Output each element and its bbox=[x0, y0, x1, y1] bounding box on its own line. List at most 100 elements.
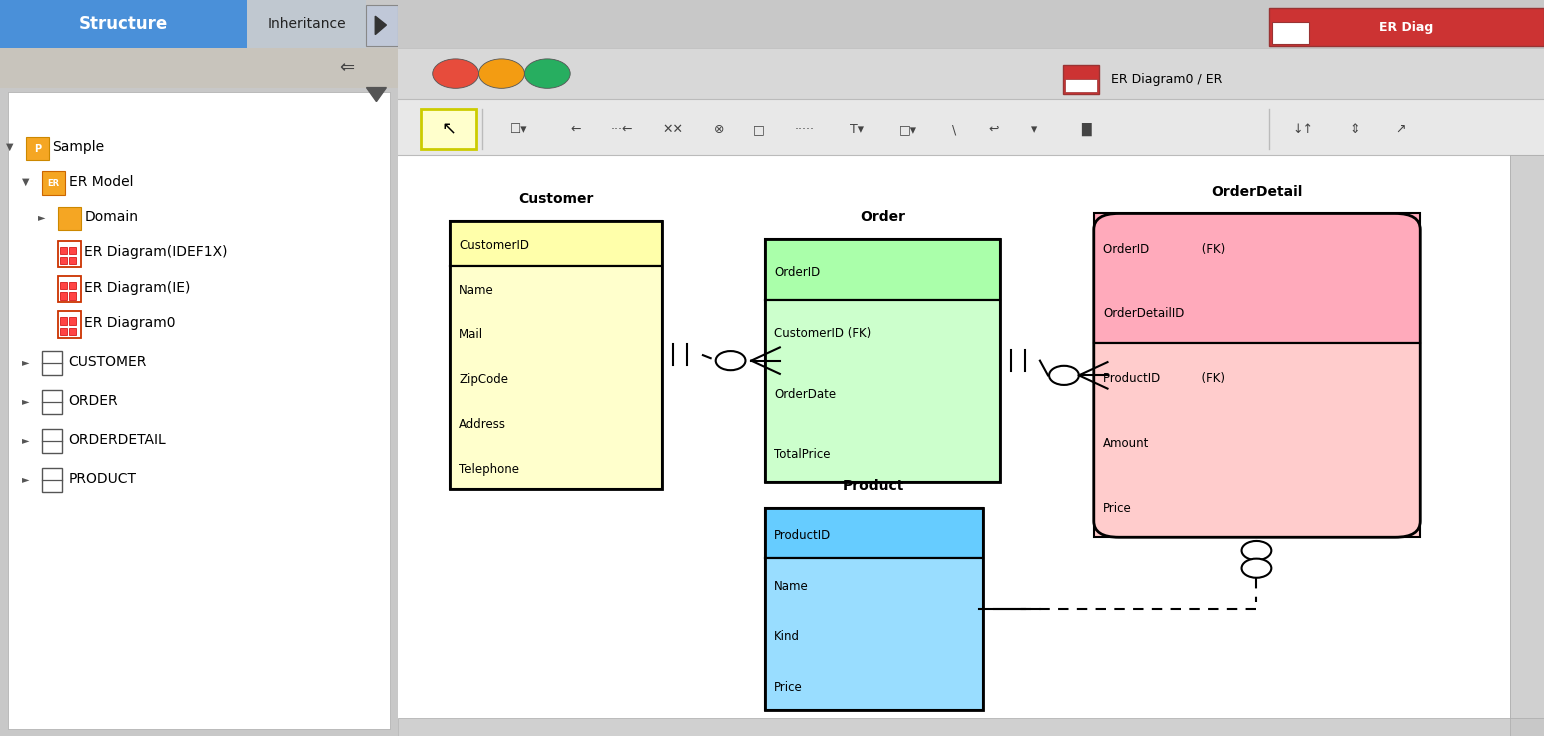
Text: ER Diagram(IDEF1X): ER Diagram(IDEF1X) bbox=[85, 245, 229, 260]
FancyBboxPatch shape bbox=[69, 282, 77, 289]
Text: OrderDate: OrderDate bbox=[774, 388, 837, 400]
FancyBboxPatch shape bbox=[60, 257, 66, 264]
FancyBboxPatch shape bbox=[69, 247, 77, 254]
Text: Sample: Sample bbox=[52, 140, 105, 155]
Circle shape bbox=[1241, 559, 1271, 578]
FancyBboxPatch shape bbox=[60, 282, 66, 289]
Text: ProductID: ProductID bbox=[774, 529, 831, 542]
Text: Order: Order bbox=[860, 210, 905, 224]
FancyBboxPatch shape bbox=[42, 171, 65, 195]
Circle shape bbox=[1241, 541, 1271, 560]
Text: ER Diag: ER Diag bbox=[1379, 21, 1434, 34]
Text: Address: Address bbox=[459, 418, 506, 431]
FancyBboxPatch shape bbox=[8, 92, 391, 729]
Text: ER: ER bbox=[48, 179, 59, 188]
FancyBboxPatch shape bbox=[247, 0, 366, 48]
FancyBboxPatch shape bbox=[60, 328, 66, 335]
Text: ▾: ▾ bbox=[1031, 123, 1038, 136]
Text: ER Diagram0: ER Diagram0 bbox=[85, 316, 176, 330]
Text: OrderID              (FK): OrderID (FK) bbox=[1102, 243, 1226, 255]
Text: ER Diagram(IE): ER Diagram(IE) bbox=[85, 280, 191, 295]
Text: TotalPrice: TotalPrice bbox=[774, 448, 831, 461]
FancyBboxPatch shape bbox=[69, 292, 77, 300]
FancyBboxPatch shape bbox=[398, 718, 1510, 736]
Text: Domain: Domain bbox=[85, 210, 139, 224]
Circle shape bbox=[1048, 366, 1079, 385]
FancyBboxPatch shape bbox=[57, 241, 80, 267]
Text: ProductID           (FK): ProductID (FK) bbox=[1102, 372, 1224, 385]
Text: PRODUCT: PRODUCT bbox=[68, 472, 136, 486]
Text: ↩: ↩ bbox=[988, 123, 999, 136]
FancyBboxPatch shape bbox=[398, 48, 1544, 99]
Text: Name: Name bbox=[459, 283, 494, 297]
Text: ER Model: ER Model bbox=[68, 174, 133, 189]
Text: OrderDetail: OrderDetail bbox=[1212, 185, 1303, 199]
Text: OrderID: OrderID bbox=[774, 266, 820, 279]
Text: Inheritance: Inheritance bbox=[267, 16, 346, 31]
Text: □: □ bbox=[753, 123, 766, 136]
FancyBboxPatch shape bbox=[57, 207, 80, 230]
Text: ►: ► bbox=[22, 474, 29, 484]
Text: CustomerID: CustomerID bbox=[459, 239, 530, 252]
Text: \: \ bbox=[951, 123, 956, 136]
FancyBboxPatch shape bbox=[57, 276, 80, 302]
Text: Customer: Customer bbox=[519, 192, 593, 206]
FancyBboxPatch shape bbox=[0, 48, 398, 88]
FancyBboxPatch shape bbox=[764, 239, 1001, 300]
Text: ORDERDETAIL: ORDERDETAIL bbox=[68, 433, 167, 447]
FancyBboxPatch shape bbox=[1510, 155, 1544, 718]
FancyBboxPatch shape bbox=[69, 328, 77, 335]
Text: Structure: Structure bbox=[79, 15, 168, 32]
FancyBboxPatch shape bbox=[398, 155, 1510, 736]
FancyBboxPatch shape bbox=[1093, 213, 1420, 343]
FancyBboxPatch shape bbox=[449, 221, 662, 266]
Text: ►: ► bbox=[39, 212, 45, 222]
FancyBboxPatch shape bbox=[60, 247, 66, 254]
Polygon shape bbox=[366, 88, 386, 102]
Text: ⇕: ⇕ bbox=[1349, 123, 1360, 136]
Polygon shape bbox=[375, 16, 386, 35]
FancyBboxPatch shape bbox=[69, 257, 77, 264]
FancyBboxPatch shape bbox=[764, 508, 982, 559]
FancyBboxPatch shape bbox=[1065, 79, 1098, 92]
Text: OrderDetailID: OrderDetailID bbox=[1102, 308, 1184, 320]
Circle shape bbox=[525, 59, 570, 88]
Text: Product: Product bbox=[843, 479, 905, 493]
FancyBboxPatch shape bbox=[57, 311, 80, 338]
Text: CustomerID (FK): CustomerID (FK) bbox=[774, 327, 871, 340]
FancyBboxPatch shape bbox=[60, 292, 66, 300]
Text: Telephone: Telephone bbox=[459, 463, 519, 475]
FancyBboxPatch shape bbox=[69, 317, 77, 325]
Text: ···←: ···← bbox=[610, 123, 633, 136]
Text: ▼: ▼ bbox=[22, 177, 29, 187]
Text: ►: ► bbox=[22, 396, 29, 406]
Text: CUSTOMER: CUSTOMER bbox=[68, 355, 147, 369]
Text: ▼: ▼ bbox=[6, 142, 14, 152]
Circle shape bbox=[432, 59, 479, 88]
FancyBboxPatch shape bbox=[0, 0, 247, 48]
FancyBboxPatch shape bbox=[366, 5, 398, 46]
Text: ►: ► bbox=[22, 357, 29, 367]
Text: Mail: Mail bbox=[459, 328, 483, 342]
Text: █: █ bbox=[1081, 123, 1090, 136]
Text: ZipCode: ZipCode bbox=[459, 373, 508, 386]
Text: Amount: Amount bbox=[1102, 437, 1149, 450]
Text: ►: ► bbox=[22, 435, 29, 445]
Text: ER Diagram0 / ER: ER Diagram0 / ER bbox=[1112, 73, 1223, 86]
FancyBboxPatch shape bbox=[398, 0, 1544, 48]
Text: ·····: ····· bbox=[795, 123, 815, 136]
FancyBboxPatch shape bbox=[42, 351, 62, 375]
Circle shape bbox=[479, 59, 525, 88]
Bar bbox=[764, 239, 1001, 482]
Text: Price: Price bbox=[1102, 502, 1132, 514]
Text: T▾: T▾ bbox=[849, 123, 863, 136]
Text: ↓↑: ↓↑ bbox=[1292, 123, 1314, 136]
FancyBboxPatch shape bbox=[60, 317, 66, 325]
Text: P: P bbox=[34, 144, 42, 154]
Text: ✕✕: ✕✕ bbox=[662, 123, 684, 136]
Text: ↖: ↖ bbox=[442, 121, 457, 138]
FancyBboxPatch shape bbox=[398, 99, 1544, 155]
FancyBboxPatch shape bbox=[449, 266, 662, 489]
FancyBboxPatch shape bbox=[42, 429, 62, 453]
Circle shape bbox=[716, 351, 746, 370]
